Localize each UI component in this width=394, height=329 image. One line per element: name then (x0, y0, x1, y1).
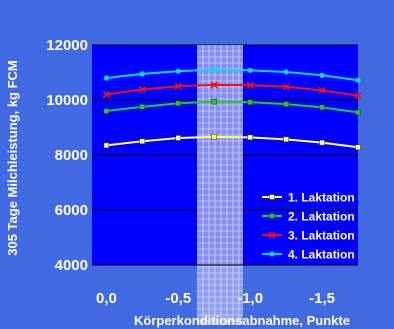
data-point-s3-0 (102, 90, 110, 99)
legend-marker-4 (269, 251, 275, 257)
series-line-1 (106, 135, 359, 149)
data-point-s2-0 (103, 108, 110, 114)
legend-label-4: 4. Laktation (288, 248, 355, 262)
y-tick-label: 12000 (46, 37, 88, 54)
y-tick-label: 4000 (55, 257, 88, 274)
data-point-s2-4 (247, 99, 253, 105)
data-point-s3-2 (174, 82, 182, 90)
data-point-s4-5 (283, 69, 289, 75)
legend-label-3: 3. Laktation (288, 229, 355, 243)
data-point-s1-6 (319, 139, 325, 146)
data-point-s3-6 (318, 86, 326, 94)
y-tick-label: 10000 (46, 92, 88, 109)
data-point-s3-7 (354, 92, 362, 100)
legend-marker-1 (269, 194, 275, 200)
highlight-band (196, 45, 243, 325)
x-tick-label: -0,5 (165, 290, 191, 307)
legend-label-1: 1. Laktation (288, 191, 355, 205)
data-point-s4-0 (103, 75, 109, 81)
y-tick-label: 8000 (55, 147, 88, 164)
data-point-s3-4 (246, 81, 254, 89)
data-point-s4-3 (211, 67, 217, 73)
data-point-s1-2 (175, 135, 182, 141)
series-line-2 (106, 100, 359, 114)
legend-marker-3 (268, 231, 276, 239)
series-line-3 (106, 83, 359, 97)
y-axis-title: 305 Tage Milchleistung, kg FCM (5, 60, 20, 256)
x-axis-title: Körperkonditionsabnahme, Punkte (134, 313, 350, 328)
data-point-s1-5 (283, 136, 289, 143)
data-point-s1-4 (247, 134, 253, 141)
x-tick-label: -1,5 (309, 290, 335, 307)
data-point-s4-2 (175, 68, 181, 74)
series-line-4 (106, 68, 359, 82)
data-point-s2-7 (355, 109, 361, 116)
data-point-s2-1 (139, 104, 146, 110)
data-point-s4-4 (247, 67, 253, 73)
x-tick-label: 0,0 (96, 290, 117, 307)
data-point-s1-1 (139, 138, 146, 144)
data-point-s2-3 (211, 98, 217, 105)
data-point-s4-1 (139, 71, 145, 77)
legend-marker-2 (269, 213, 275, 219)
y-tick-label: 6000 (55, 202, 88, 219)
data-point-s1-3 (211, 134, 217, 140)
data-point-s4-7 (355, 77, 361, 83)
data-point-s1-7 (355, 144, 361, 151)
data-point-s2-5 (283, 101, 289, 107)
data-point-s1-0 (103, 142, 110, 149)
data-point-s3-5 (282, 83, 290, 91)
data-point-s3-3 (210, 81, 218, 89)
x-tick-label: -1,0 (237, 290, 263, 307)
data-point-s3-1 (138, 85, 146, 94)
data-point-s4-6 (319, 72, 325, 78)
legend-label-2: 2. Laktation (288, 210, 355, 224)
data-point-s2-2 (175, 100, 182, 107)
data-point-s2-6 (319, 104, 325, 111)
